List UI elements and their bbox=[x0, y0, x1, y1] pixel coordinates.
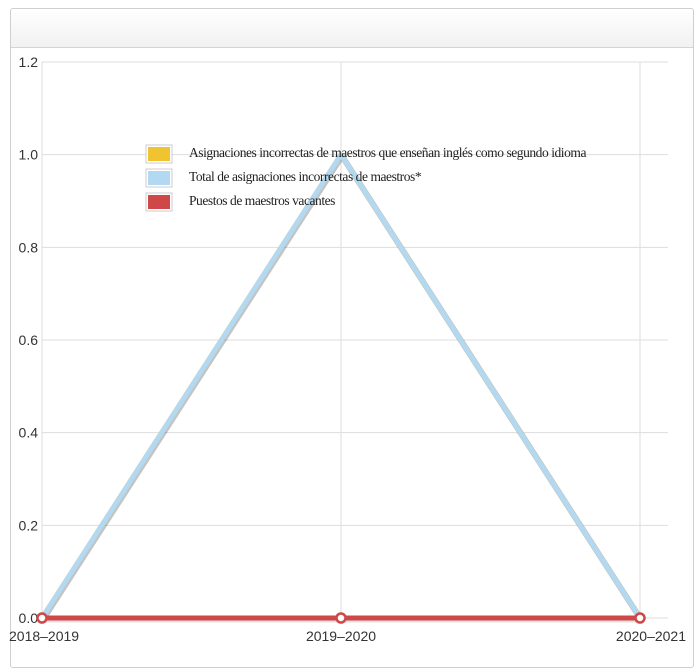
line-chart: 0.0 0.2 0.4 0.6 0.8 1.0 1.2 2018–2019 2019–2020… bbox=[9, 54, 686, 644]
y-axis-ticks: 0.0 0.2 0.4 0.6 0.8 1.0 1.2 bbox=[19, 54, 39, 626]
legend-label[interactable]: Asignaciones incorrectas de maestros que… bbox=[189, 145, 587, 160]
y-tick-label: 0.8 bbox=[19, 239, 39, 255]
x-tick-label: 2019–2020 bbox=[306, 628, 376, 644]
data-point[interactable] bbox=[335, 612, 347, 624]
chart-series bbox=[36, 152, 646, 624]
x-tick-label: 2020–2021 bbox=[616, 628, 686, 644]
legend-swatch[interactable] bbox=[148, 195, 170, 209]
legend-label[interactable]: Total de asignaciones incorrectas de mae… bbox=[189, 169, 422, 184]
data-point[interactable] bbox=[36, 612, 48, 624]
chart-panel bbox=[10, 8, 694, 668]
chart-legend: Asignaciones incorrectas de maestros que… bbox=[145, 144, 587, 212]
y-tick-label: 0.0 bbox=[19, 610, 39, 626]
x-axis-ticks: 2018–2019 2019–2020 2020–2021 bbox=[9, 628, 686, 644]
series-line-shadow bbox=[40, 153, 644, 622]
x-tick-label: 2018–2019 bbox=[9, 628, 79, 644]
y-tick-label: 1.2 bbox=[19, 54, 39, 70]
legend-label[interactable]: Puestos de maestros vacantes bbox=[189, 193, 336, 208]
legend-swatch[interactable] bbox=[148, 147, 170, 161]
data-point[interactable] bbox=[634, 612, 646, 624]
series-line-shadow bbox=[40, 153, 644, 622]
series-line bbox=[39, 152, 643, 620]
y-tick-label: 0.4 bbox=[19, 425, 39, 441]
y-tick-label: 1.0 bbox=[19, 147, 39, 163]
chart-panel-header bbox=[11, 9, 693, 48]
y-tick-label: 0.2 bbox=[19, 517, 39, 533]
legend-swatch[interactable] bbox=[148, 171, 170, 185]
y-tick-label: 0.6 bbox=[19, 332, 39, 348]
